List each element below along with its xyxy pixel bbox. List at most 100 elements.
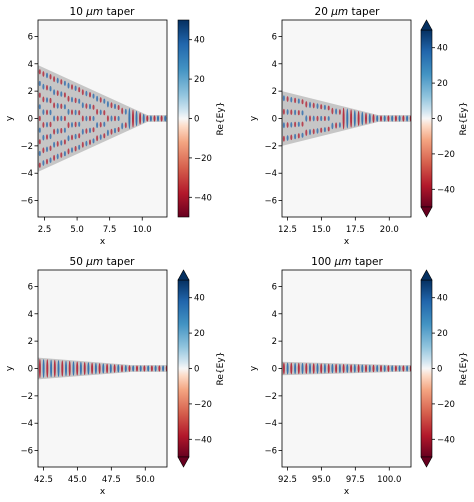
- y-tick-label: 2: [272, 87, 277, 97]
- field-lobe: [316, 103, 319, 109]
- field-lobe: [103, 133, 106, 139]
- field-lobe: [327, 105, 330, 111]
- field-lobe: [301, 110, 304, 116]
- field-lobe: [46, 158, 48, 165]
- field-lobe: [305, 101, 308, 108]
- x-tick-label: 20.0: [380, 225, 399, 235]
- field-lobe: [320, 127, 323, 133]
- title-suffix: taper: [351, 256, 383, 268]
- field-lobe: [335, 108, 338, 115]
- field-lobe: [81, 89, 84, 96]
- field-lobe: [297, 98, 300, 104]
- field-lobe: [71, 109, 73, 115]
- field-lobe: [282, 108, 285, 115]
- field-lobe: [74, 133, 77, 140]
- field-lobe: [74, 97, 77, 104]
- field-lobe: [72, 361, 75, 376]
- field-lobe: [350, 109, 353, 128]
- colorbar-tick-label: 0: [437, 115, 442, 125]
- field-lobe: [128, 108, 131, 129]
- field-lobe: [114, 103, 116, 110]
- field-lobe: [294, 121, 297, 128]
- y-tick-label: −6: [264, 447, 277, 457]
- field-lobe: [394, 365, 397, 372]
- field-lobe: [71, 96, 73, 103]
- x-tick-label: 92.5: [278, 475, 297, 485]
- y-tick-label: −4: [264, 419, 277, 429]
- colorbar: 40 20 0 −20 −40 Re{Ey}: [177, 19, 226, 218]
- chart-title: 10 μm taper: [70, 6, 136, 18]
- title-suffix: taper: [348, 6, 380, 18]
- y-tick-label: 6: [272, 32, 277, 42]
- y-tick-label: −4: [20, 419, 33, 429]
- field-lobe: [402, 365, 405, 372]
- field-lobe: [327, 363, 330, 374]
- field-lobe: [42, 96, 45, 103]
- y-tick-label: 2: [28, 87, 33, 97]
- field-lobe: [56, 141, 59, 147]
- field-lobe: [71, 134, 73, 141]
- x-axis-label: x: [100, 487, 106, 497]
- colorbar-tick-label: −40: [194, 435, 212, 445]
- field-lobe: [312, 102, 315, 109]
- x-tick-label: 45.0: [68, 475, 87, 485]
- field-lobe: [56, 90, 59, 96]
- field-lobe: [49, 145, 52, 151]
- field-lobe: [53, 89, 56, 96]
- field-lobe: [96, 95, 99, 102]
- field-lobe: [294, 109, 297, 116]
- y-tick-label: 0: [272, 365, 277, 375]
- colorbar-tick-label: 40: [194, 36, 205, 46]
- field-lobe: [78, 133, 81, 139]
- field-lobe: [286, 96, 289, 102]
- colorbar-label: Re{Ey}: [216, 102, 226, 136]
- field-lobe: [79, 361, 82, 376]
- field-lobe: [365, 364, 367, 373]
- x-tick-label: 42.5: [34, 475, 53, 485]
- colorbar-tick-label: −20: [437, 400, 455, 410]
- field-lobe: [132, 109, 134, 128]
- field-lobe: [63, 92, 66, 98]
- field-lobe: [106, 363, 109, 374]
- field-lobe: [85, 115, 88, 122]
- colorbar-extend-bottom: [177, 456, 190, 468]
- field-lobe: [53, 115, 56, 122]
- chart-title: 100 μm taper: [311, 256, 383, 268]
- field-lobe: [121, 122, 124, 130]
- colorbar-extend-bottom: [420, 206, 433, 218]
- field-lobe: [94, 362, 97, 375]
- y-tick-label: 2: [272, 337, 277, 347]
- colorbar-tick-label: 0: [194, 115, 199, 125]
- field-lobe: [103, 121, 106, 127]
- field-lobe: [121, 364, 123, 373]
- field-lobe: [38, 127, 41, 133]
- field-lobe: [60, 140, 63, 146]
- field-lobe: [305, 129, 308, 136]
- y-tick-label: −6: [20, 197, 33, 207]
- field-lobe: [143, 365, 146, 372]
- field-lobe: [63, 104, 66, 110]
- field-lobe: [63, 80, 66, 86]
- field-lobe: [286, 135, 289, 141]
- field-lobe: [38, 92, 41, 98]
- field-lobe: [294, 133, 297, 140]
- field-lobe: [42, 83, 45, 90]
- field-lobe: [309, 363, 311, 374]
- field-lobe: [42, 134, 45, 141]
- y-tick-label: 4: [28, 310, 33, 320]
- field-lobe: [286, 109, 289, 115]
- field-lobe: [290, 134, 293, 141]
- field-lobe: [38, 115, 41, 122]
- field-lobe: [46, 359, 49, 378]
- field-lobe: [60, 152, 63, 158]
- field-lobe: [61, 360, 64, 377]
- field-lobe: [316, 128, 319, 134]
- field-lobe: [376, 364, 379, 373]
- field-lobe: [294, 97, 297, 104]
- field-lobe: [56, 128, 59, 135]
- field-lobe: [323, 104, 326, 110]
- field-lobe: [286, 362, 289, 375]
- field-lobe: [320, 363, 323, 374]
- field-lobe: [147, 365, 150, 372]
- field-lobe: [60, 128, 63, 134]
